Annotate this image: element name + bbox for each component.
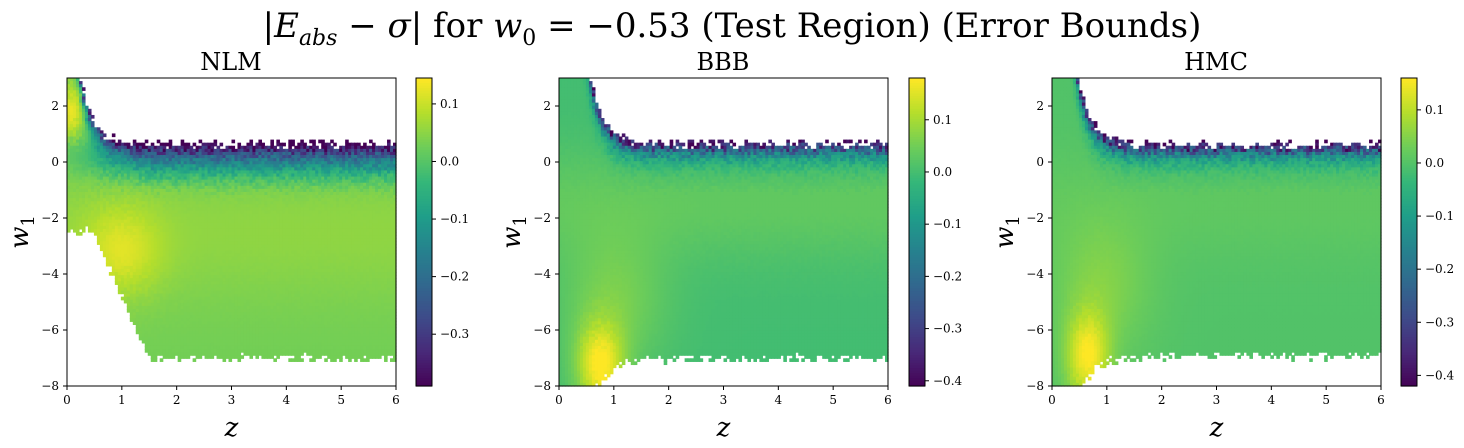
- heatmap-cells: [1052, 78, 1382, 387]
- x-tick-label: 6: [1377, 393, 1385, 407]
- colorbar-tick-label: −0.3: [440, 327, 469, 341]
- x-tick-label: 1: [118, 393, 126, 407]
- panel-hmc: HMC 0 1 2 3 4 5 6 −8 −6 −4 −2 0 2 z w1 0.1 0.0 −0.1 −0.2 −0.…: [990, 48, 1455, 443]
- y-tick-label: −8: [41, 379, 59, 393]
- y-tick-label: −8: [533, 379, 551, 393]
- x-tick-label: 0: [63, 393, 71, 407]
- x-axis-label: z: [1209, 413, 1224, 443]
- y-tick-label: −2: [1026, 211, 1044, 225]
- x-tick-label: 4: [1268, 393, 1276, 407]
- y-tick-label: 0: [1036, 155, 1044, 169]
- y-tick-label: 0: [543, 155, 551, 169]
- x-tick-label: 3: [228, 393, 236, 407]
- colorbar-tick-label: −0.2: [440, 270, 469, 284]
- colorbar-tick-label: 0.1: [1425, 103, 1444, 117]
- y-tick-label: −8: [1026, 379, 1044, 393]
- x-tick-label: 6: [884, 393, 892, 407]
- x-tick-label: 4: [775, 393, 783, 407]
- colorbar: 0.1 0.0 −0.1 −0.2 −0.3 −0.4: [909, 78, 963, 388]
- x-tick-label: 4: [283, 393, 291, 407]
- x-tick-label: 5: [829, 393, 837, 407]
- x-axis-label: z: [716, 413, 731, 443]
- colorbar-tick-label: 0.0: [440, 154, 459, 168]
- x-tick-label: 2: [665, 393, 673, 407]
- colorbar-tick-label: −0.2: [933, 269, 962, 283]
- y-tick-label: −6: [1026, 323, 1044, 337]
- panel-bbb: BBB 0 1 2 3 4 5 6 −8 −6 −4 −2 0 2 z w1 0.1 0.0 −0.1 −0.2 −0.…: [497, 48, 963, 443]
- y-tick-label: 2: [51, 99, 59, 113]
- colorbar: 0.1 0.0 −0.1 −0.2 −0.3 −0.4: [1401, 78, 1455, 387]
- colorbar-tick-label: 0.1: [933, 113, 952, 127]
- y-tick-label: −4: [41, 267, 59, 281]
- colorbar-tick-label: −0.1: [933, 217, 962, 231]
- y-axis-label: w1: [497, 215, 531, 249]
- colorbar-tick-label: −0.2: [1425, 262, 1454, 276]
- y-tick-label: −2: [41, 211, 59, 225]
- x-axis-label: z: [224, 413, 239, 443]
- panel-title: HMC: [1184, 48, 1248, 76]
- x-tick-label: 1: [1103, 393, 1111, 407]
- y-tick-label: −4: [1026, 267, 1044, 281]
- x-tick-label: 5: [337, 393, 345, 407]
- y-axis-label: w1: [5, 215, 39, 249]
- y-tick-label: 0: [51, 155, 59, 169]
- heatmap-cells: [559, 78, 889, 387]
- colorbar: 0.1 0.0 −0.1 −0.2 −0.3: [416, 78, 469, 387]
- y-tick-label: −6: [533, 323, 551, 337]
- x-tick-label: 0: [555, 393, 563, 407]
- colorbar-tick-label: 0.0: [1425, 156, 1444, 170]
- x-tick-label: 2: [1158, 393, 1166, 407]
- colorbar-tick-label: 0.1: [440, 97, 459, 111]
- x-tick-label: 3: [1213, 393, 1221, 407]
- colorbar-tick-label: −0.1: [1425, 209, 1454, 223]
- y-axis-label: w1: [990, 215, 1024, 249]
- colorbar-tick-label: −0.3: [933, 322, 962, 336]
- y-tick-label: −4: [533, 267, 551, 281]
- y-tick-label: −2: [533, 211, 551, 225]
- x-tick-label: 2: [173, 393, 181, 407]
- panel-nlm: NLM 0 1 2 3 4 5 6 −8 −6 −4 −2 0 2 z w1 0.1 0.0 −0.1 −0.2 −0.…: [5, 48, 469, 443]
- x-tick-label: 3: [720, 393, 728, 407]
- x-tick-label: 0: [1048, 393, 1056, 407]
- x-tick-label: 1: [610, 393, 618, 407]
- colorbar-tick-label: −0.3: [1425, 315, 1454, 329]
- y-tick-label: 2: [1036, 99, 1044, 113]
- panel-title: NLM: [200, 48, 262, 76]
- colorbar-tick-label: 0.0: [933, 165, 952, 179]
- colorbar-tick-label: −0.1: [440, 212, 469, 226]
- x-tick-label: 6: [392, 393, 400, 407]
- colorbar-tick-label: −0.4: [933, 374, 963, 388]
- y-tick-label: −6: [41, 323, 59, 337]
- x-tick-label: 5: [1322, 393, 1330, 407]
- y-tick-label: 2: [543, 99, 551, 113]
- heatmap-cells: [67, 78, 397, 362]
- colorbar-tick-label: −0.4: [1425, 368, 1455, 382]
- panel-title: BBB: [697, 48, 750, 76]
